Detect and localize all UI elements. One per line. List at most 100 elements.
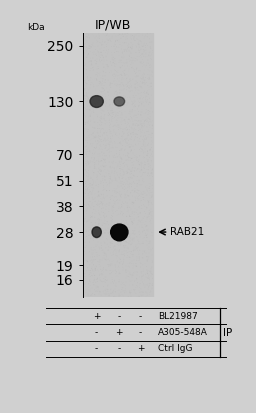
Point [82, 163, 86, 169]
Point [111, 238, 115, 244]
Point [103, 230, 107, 236]
Point [130, 134, 134, 141]
Point [108, 141, 112, 148]
Point [98, 138, 102, 145]
Point [92, 261, 96, 268]
Point [111, 109, 115, 115]
Point [110, 105, 114, 112]
Point [103, 136, 107, 142]
Point [126, 133, 130, 139]
Point [148, 232, 153, 239]
Point [100, 199, 104, 206]
Point [121, 185, 125, 191]
Point [98, 256, 102, 263]
Point [140, 73, 144, 79]
Point [136, 98, 141, 104]
Point [138, 169, 142, 175]
Point [83, 197, 87, 203]
Point [108, 175, 112, 182]
Point [81, 160, 86, 166]
Point [144, 51, 148, 57]
Point [122, 244, 126, 251]
Point [92, 266, 96, 273]
Point [98, 259, 102, 265]
Point [95, 193, 99, 200]
Point [122, 60, 126, 67]
Point [106, 127, 110, 134]
Point [130, 170, 134, 177]
Point [129, 104, 133, 110]
Point [94, 235, 98, 242]
Point [135, 180, 140, 187]
Point [92, 170, 96, 176]
Point [140, 275, 144, 282]
Point [103, 285, 107, 292]
Point [92, 272, 97, 278]
Point [107, 154, 111, 160]
Point [114, 177, 118, 183]
Point [145, 292, 149, 299]
Point [87, 203, 91, 209]
Point [94, 142, 99, 149]
Point [88, 112, 92, 119]
Point [119, 155, 123, 162]
Point [108, 240, 112, 246]
Point [143, 47, 147, 54]
Point [127, 204, 132, 211]
Point [116, 102, 120, 109]
Point [138, 120, 142, 126]
Point [146, 127, 151, 133]
Point [102, 117, 106, 123]
Point [122, 151, 126, 158]
Point [100, 268, 104, 275]
Point [82, 149, 87, 155]
Point [129, 207, 133, 214]
Point [90, 251, 94, 257]
Point [109, 110, 113, 116]
Point [81, 228, 86, 235]
Point [112, 60, 116, 67]
Point [96, 221, 100, 228]
Point [99, 178, 103, 185]
Point [90, 228, 94, 235]
Point [97, 55, 101, 61]
Point [88, 137, 92, 143]
Point [84, 283, 88, 290]
Point [88, 107, 92, 113]
Point [109, 122, 113, 128]
Point [128, 256, 132, 263]
Point [141, 73, 145, 80]
Point [126, 244, 130, 251]
Point [97, 221, 101, 228]
Point [97, 225, 101, 232]
Point [122, 247, 126, 254]
Point [96, 153, 100, 160]
Point [110, 190, 114, 197]
Point [84, 83, 88, 89]
Point [128, 180, 132, 187]
Point [125, 97, 129, 104]
Point [119, 157, 123, 163]
Point [137, 153, 142, 159]
Point [132, 67, 136, 74]
Point [112, 228, 116, 235]
Point [108, 36, 112, 42]
Point [92, 134, 96, 140]
Point [108, 82, 112, 88]
Point [87, 280, 91, 287]
Point [118, 135, 122, 142]
Point [124, 40, 128, 46]
Point [90, 222, 94, 228]
Point [117, 174, 121, 181]
Point [126, 59, 130, 66]
Point [83, 186, 87, 192]
Point [83, 271, 87, 277]
Point [138, 47, 142, 54]
Point [122, 147, 126, 153]
Point [96, 128, 100, 135]
Point [85, 74, 89, 80]
Point [107, 199, 111, 206]
Point [127, 176, 131, 183]
Point [138, 145, 143, 152]
Point [127, 254, 131, 260]
